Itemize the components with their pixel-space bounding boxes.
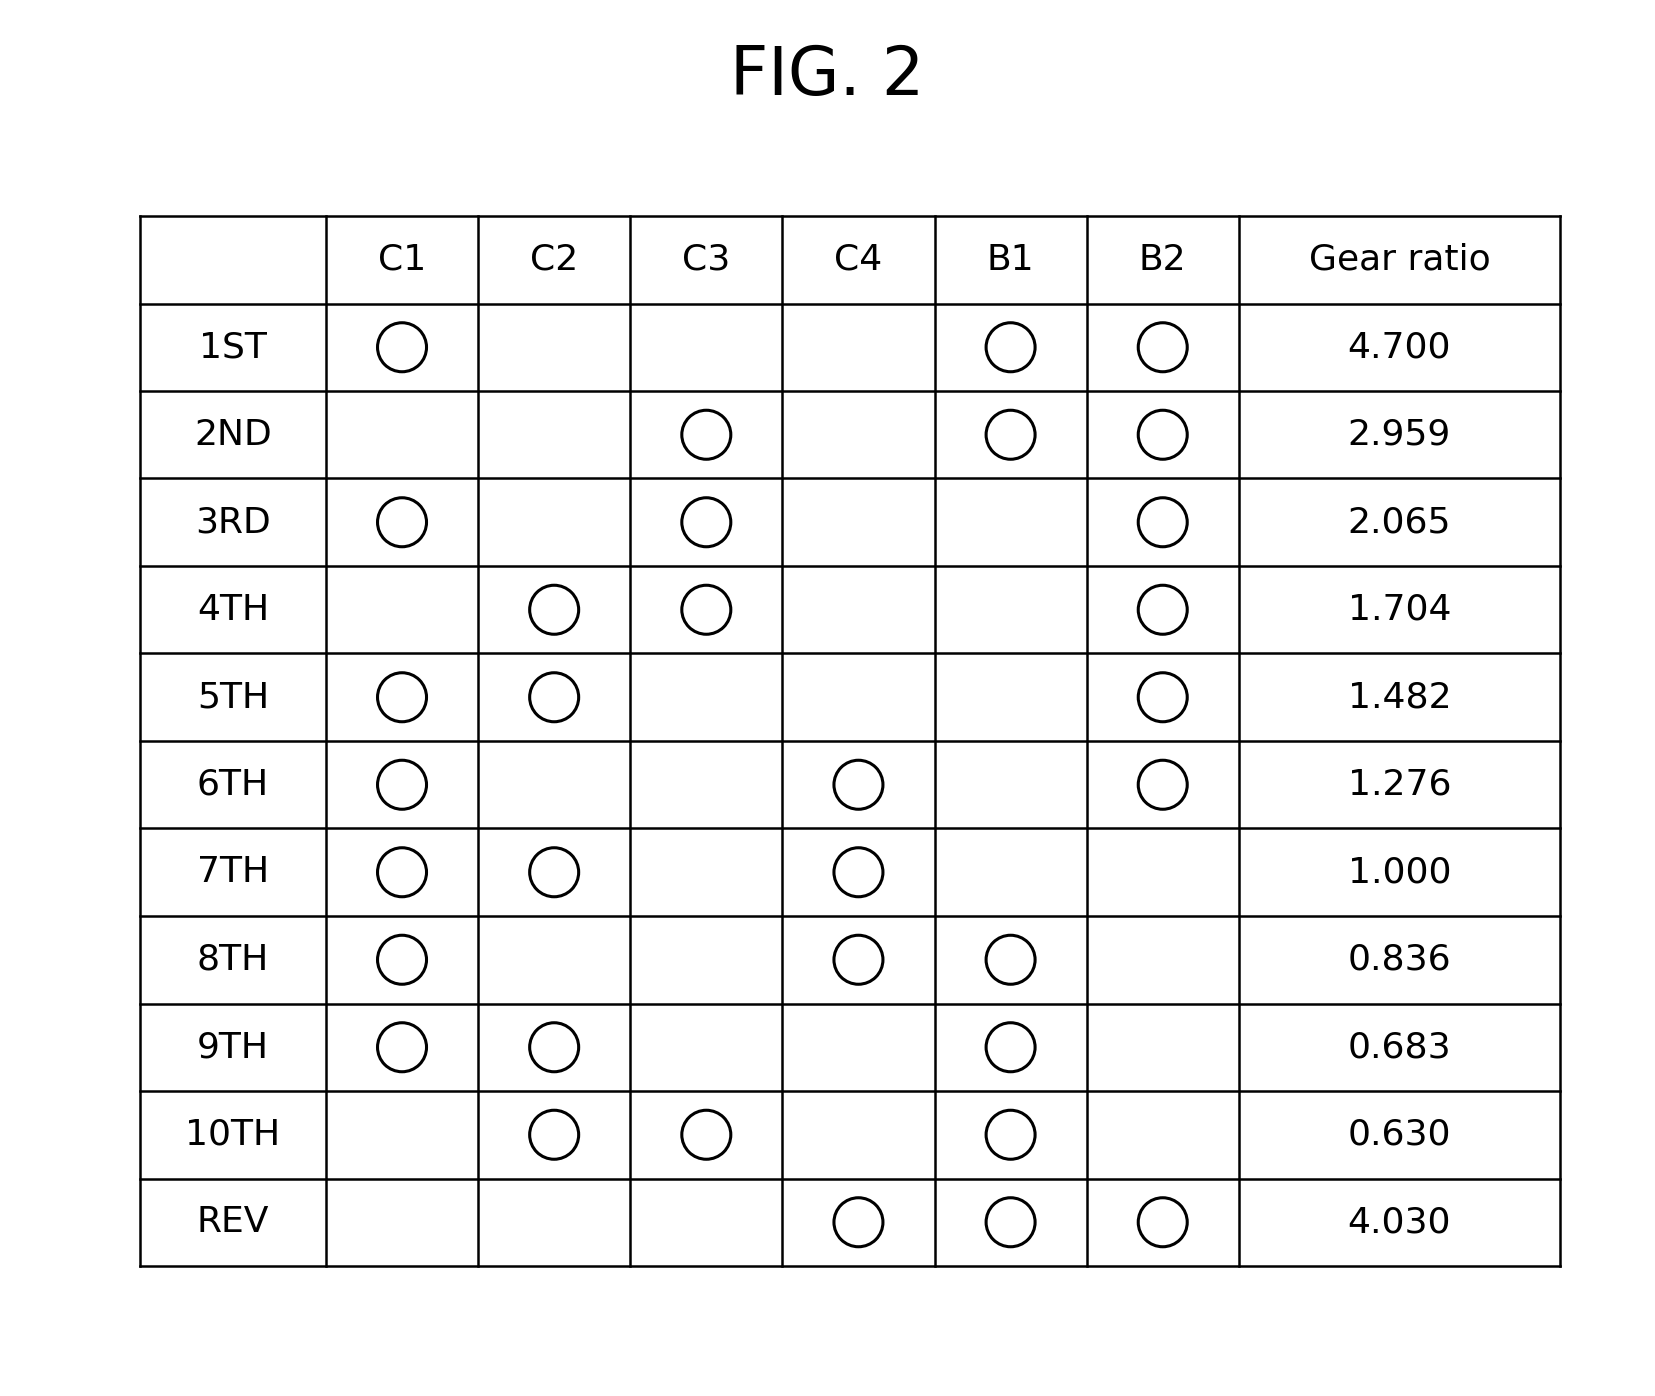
Text: 1ST: 1ST	[199, 331, 266, 364]
Text: C4: C4	[834, 243, 882, 276]
Text: 1.482: 1.482	[1347, 680, 1451, 715]
Text: Gear ratio: Gear ratio	[1309, 243, 1490, 276]
Text: 0.630: 0.630	[1347, 1118, 1451, 1152]
Text: 0.683: 0.683	[1347, 1030, 1451, 1064]
Text: 5TH: 5TH	[197, 680, 270, 715]
Text: B1: B1	[986, 243, 1034, 276]
Text: B2: B2	[1139, 243, 1187, 276]
Text: 10TH: 10TH	[185, 1118, 281, 1152]
Text: 9TH: 9TH	[197, 1030, 270, 1064]
Text: 4.700: 4.700	[1347, 331, 1451, 364]
Text: 0.836: 0.836	[1347, 942, 1451, 977]
Text: 8TH: 8TH	[197, 942, 270, 977]
Text: C2: C2	[530, 243, 578, 276]
Text: 2.065: 2.065	[1347, 505, 1451, 539]
Text: 7TH: 7TH	[197, 856, 270, 889]
Text: 3RD: 3RD	[195, 505, 271, 539]
Text: 2ND: 2ND	[194, 417, 271, 452]
Text: C3: C3	[682, 243, 730, 276]
Text: 1.000: 1.000	[1347, 856, 1451, 889]
Text: 2.959: 2.959	[1347, 417, 1451, 452]
Text: 1.276: 1.276	[1347, 768, 1451, 801]
Text: REV: REV	[197, 1205, 270, 1240]
Text: 4TH: 4TH	[197, 593, 270, 627]
Text: 6TH: 6TH	[197, 768, 270, 801]
Text: 1.704: 1.704	[1347, 593, 1451, 627]
Text: 4.030: 4.030	[1347, 1205, 1451, 1240]
Text: FIG. 2: FIG. 2	[730, 43, 925, 109]
Text: C1: C1	[377, 243, 425, 276]
